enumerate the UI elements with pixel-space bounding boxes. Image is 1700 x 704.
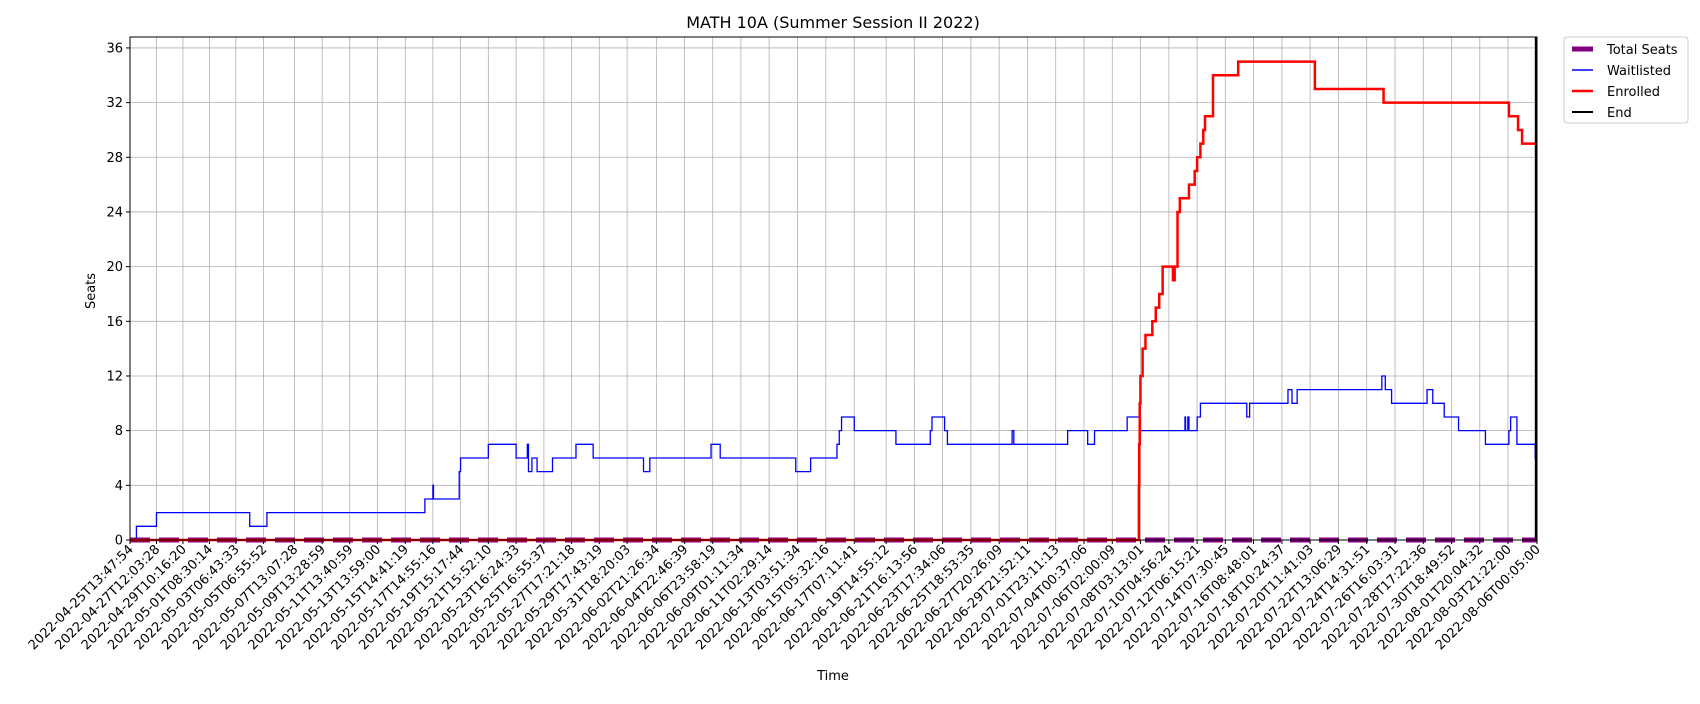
legend-label-total-seats: Total Seats: [1606, 43, 1678, 58]
y-axis: 0 4 8 12 16 20 24 28 32 36: [106, 41, 130, 549]
legend-item-waitlisted: Waitlisted: [1572, 64, 1671, 79]
y-tick-label: 12: [106, 369, 123, 384]
legend-frame: [1563, 36, 1689, 124]
legend: Total Seats Waitlisted Enrolled End: [1563, 36, 1689, 124]
legend-item-end: End: [1572, 106, 1632, 121]
series-layer: [130, 37, 1537, 543]
x-axis-label: Time: [816, 669, 849, 684]
plot-frame: [129, 36, 1538, 541]
legend-label-enrolled: Enrolled: [1607, 85, 1660, 100]
y-axis-label: Seats: [84, 273, 99, 309]
y-tick-label: 28: [106, 151, 123, 166]
legend-item-enrolled: Enrolled: [1572, 85, 1660, 100]
y-tick-label: 20: [106, 260, 123, 275]
y-tick-label: 4: [115, 479, 123, 494]
grid-layer: [129, 37, 1538, 541]
y-tick-label: 32: [106, 96, 123, 111]
legend-item-total-seats: Total Seats: [1572, 43, 1678, 58]
y-tick-label: 0: [115, 534, 123, 549]
series-line-enrolled: [130, 60, 1537, 542]
y-tick-label: 36: [106, 41, 123, 56]
y-tick-label: 24: [106, 205, 123, 220]
chart-title: MATH 10A (Summer Session II 2022): [686, 13, 980, 32]
legend-label-waitlisted: Waitlisted: [1607, 64, 1671, 79]
y-tick-label: 16: [106, 315, 123, 330]
x-axis: 2022-04-25T13:47:542022-04-27T12:03:2820…: [26, 540, 1544, 653]
legend-label-end: End: [1607, 106, 1632, 121]
series-line-waitlisted: [130, 375, 1537, 541]
y-tick-label: 8: [115, 424, 123, 439]
